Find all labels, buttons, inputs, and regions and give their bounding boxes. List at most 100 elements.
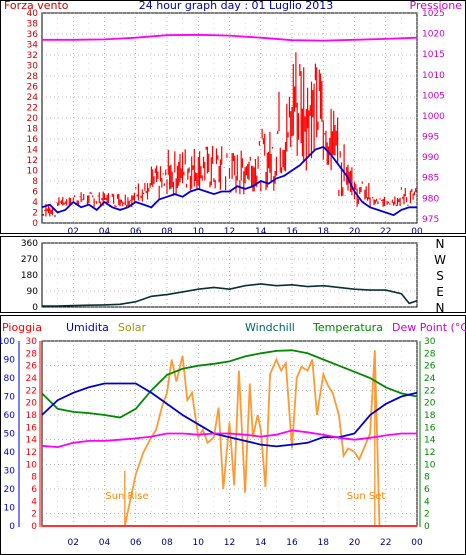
x-tick-label: 18: [318, 227, 330, 237]
temp-tick-label: 2: [424, 510, 430, 520]
compass-label: W: [434, 253, 446, 267]
wind-tick-label: 24: [27, 93, 39, 103]
rain-tick-label: 8: [31, 473, 37, 483]
x-tick-label: 02: [68, 227, 79, 237]
temp-tick-label: 26: [424, 362, 436, 372]
wind-tick-label: 10: [27, 167, 39, 177]
rain-tick-label: 0: [31, 522, 37, 532]
pressure-tick-label: 975: [422, 215, 439, 225]
temp-tick-label: 8: [424, 473, 430, 483]
x-tick-label: 06: [130, 227, 142, 237]
direction-grid: [42, 242, 418, 308]
humidity-tick-label: 0: [9, 522, 15, 532]
legend-windchill: Windchill: [245, 321, 295, 334]
wind-right-axis-label: Pressione: [410, 0, 463, 12]
gust-series: [41, 52, 417, 217]
wind-tick-label: 34: [27, 41, 39, 51]
sun-rise-annotation: Sun Rise: [105, 491, 148, 502]
humidity-tick-label: 80: [4, 374, 16, 384]
compass-label: N: [436, 301, 445, 315]
rain-tick-label: 18: [26, 411, 38, 421]
temp-tick-label: 0: [424, 522, 430, 532]
x-tick-label: 04: [99, 227, 111, 237]
temp-tick-label: 24: [424, 374, 436, 384]
legend-pioggia: Pioggia: [2, 321, 42, 334]
temp-tick-label: 22: [424, 386, 435, 396]
temp-tick-label: 4: [424, 497, 430, 507]
pressure-tick-label: 985: [422, 174, 439, 184]
wind-left-axis-label: Forza vento: [4, 0, 69, 12]
wind-tick-label: 6: [32, 188, 38, 198]
direction-tick-label: 360: [21, 239, 38, 249]
x-tick-label: 10: [193, 227, 205, 237]
legend-dew-point: Dew Point (°C): [392, 321, 466, 334]
weather-x-axis-ticks: 02 04 06 08 10 12 14 16 18 20 22 00: [68, 538, 423, 548]
wind-tick-label: 32: [27, 51, 38, 61]
direction-tick-label: 90: [27, 287, 39, 297]
temp-tick-label: 10: [424, 460, 436, 470]
temp-tick-label: 18: [424, 411, 436, 421]
temp-tick-label: 12: [424, 448, 435, 458]
rain-tick-label: 30: [26, 337, 38, 347]
wind-right-axis-ticks: 975 980 985 990 995 1000 1005 1010 1015 1020 1025: [422, 9, 445, 225]
humidity-tick-label: 20: [4, 485, 16, 495]
wind-tick-label: 4: [32, 198, 38, 208]
pressure-tick-label: 1020: [422, 30, 445, 40]
compass-label: S: [436, 269, 444, 283]
direction-axis-ticks: 0 90 180 270 360: [21, 239, 38, 313]
rain-tick-label: 16: [26, 423, 38, 433]
x-tick-label: 08: [161, 227, 173, 237]
temp-tick-label: 30: [424, 337, 436, 347]
legend-solar: Solar: [118, 321, 147, 334]
temperatura-line: [41, 349, 418, 419]
humidity-tick-label: 50: [4, 430, 16, 440]
x-tick-label: 22: [380, 227, 391, 237]
rain-tick-label: 6: [31, 485, 37, 495]
wind-tick-label: 8: [32, 177, 38, 187]
wind-tick-label: 16: [27, 135, 39, 145]
temp-tick-label: 14: [424, 436, 436, 446]
wind-x-axis-ticks: 02 04 06 08 10 12 14 16 18 20 22 00: [68, 227, 423, 237]
weather-series: [41, 349, 418, 527]
umidita-line: [41, 382, 418, 448]
rain-tick-label: 10: [26, 460, 38, 470]
legend-umidita: Umidita: [66, 321, 109, 334]
pressure-tick-label: 980: [422, 194, 439, 204]
x-tick-label: 20: [349, 227, 361, 237]
weather-legend: Pioggia Umidita Solar Windchill Temperat…: [2, 321, 466, 334]
wind-tick-label: 36: [27, 30, 39, 40]
x-tick-label: 08: [161, 538, 173, 548]
direction-tick-label: 180: [21, 271, 38, 281]
wind-speed-line: [41, 145, 417, 217]
direction-tick-label: 270: [21, 255, 38, 265]
pressure-tick-label: 1015: [422, 50, 445, 60]
rain-tick-label: 2: [31, 510, 37, 520]
legend-temperatura: Temperatura: [312, 321, 383, 334]
wind-tick-label: 0: [32, 219, 38, 229]
x-tick-label: 20: [349, 538, 361, 548]
rain-tick-label: 22: [26, 386, 37, 396]
x-tick-label: 14: [255, 227, 267, 237]
x-tick-label: 22: [380, 538, 391, 548]
humidity-tick-label: 70: [4, 393, 16, 403]
chart-title: 24 hour graph day : 01 Luglio 2013: [139, 0, 334, 12]
x-tick-label: 16: [286, 227, 298, 237]
x-tick-label: 12: [224, 227, 235, 237]
compass-label: E: [436, 285, 444, 299]
rain-tick-label: 26: [26, 362, 38, 372]
temp-tick-label: 28: [424, 349, 436, 359]
pressure-line: [42, 33, 418, 42]
rain-tick-label: 12: [26, 448, 37, 458]
x-tick-label: 16: [286, 538, 298, 548]
dew-point-line: [41, 429, 417, 449]
wind-tick-label: 18: [27, 125, 39, 135]
wind-tick-label: 38: [27, 20, 39, 30]
x-tick-label: 02: [68, 538, 79, 548]
pressure-tick-label: 1005: [422, 91, 445, 101]
humidity-tick-label: 100: [0, 337, 15, 347]
